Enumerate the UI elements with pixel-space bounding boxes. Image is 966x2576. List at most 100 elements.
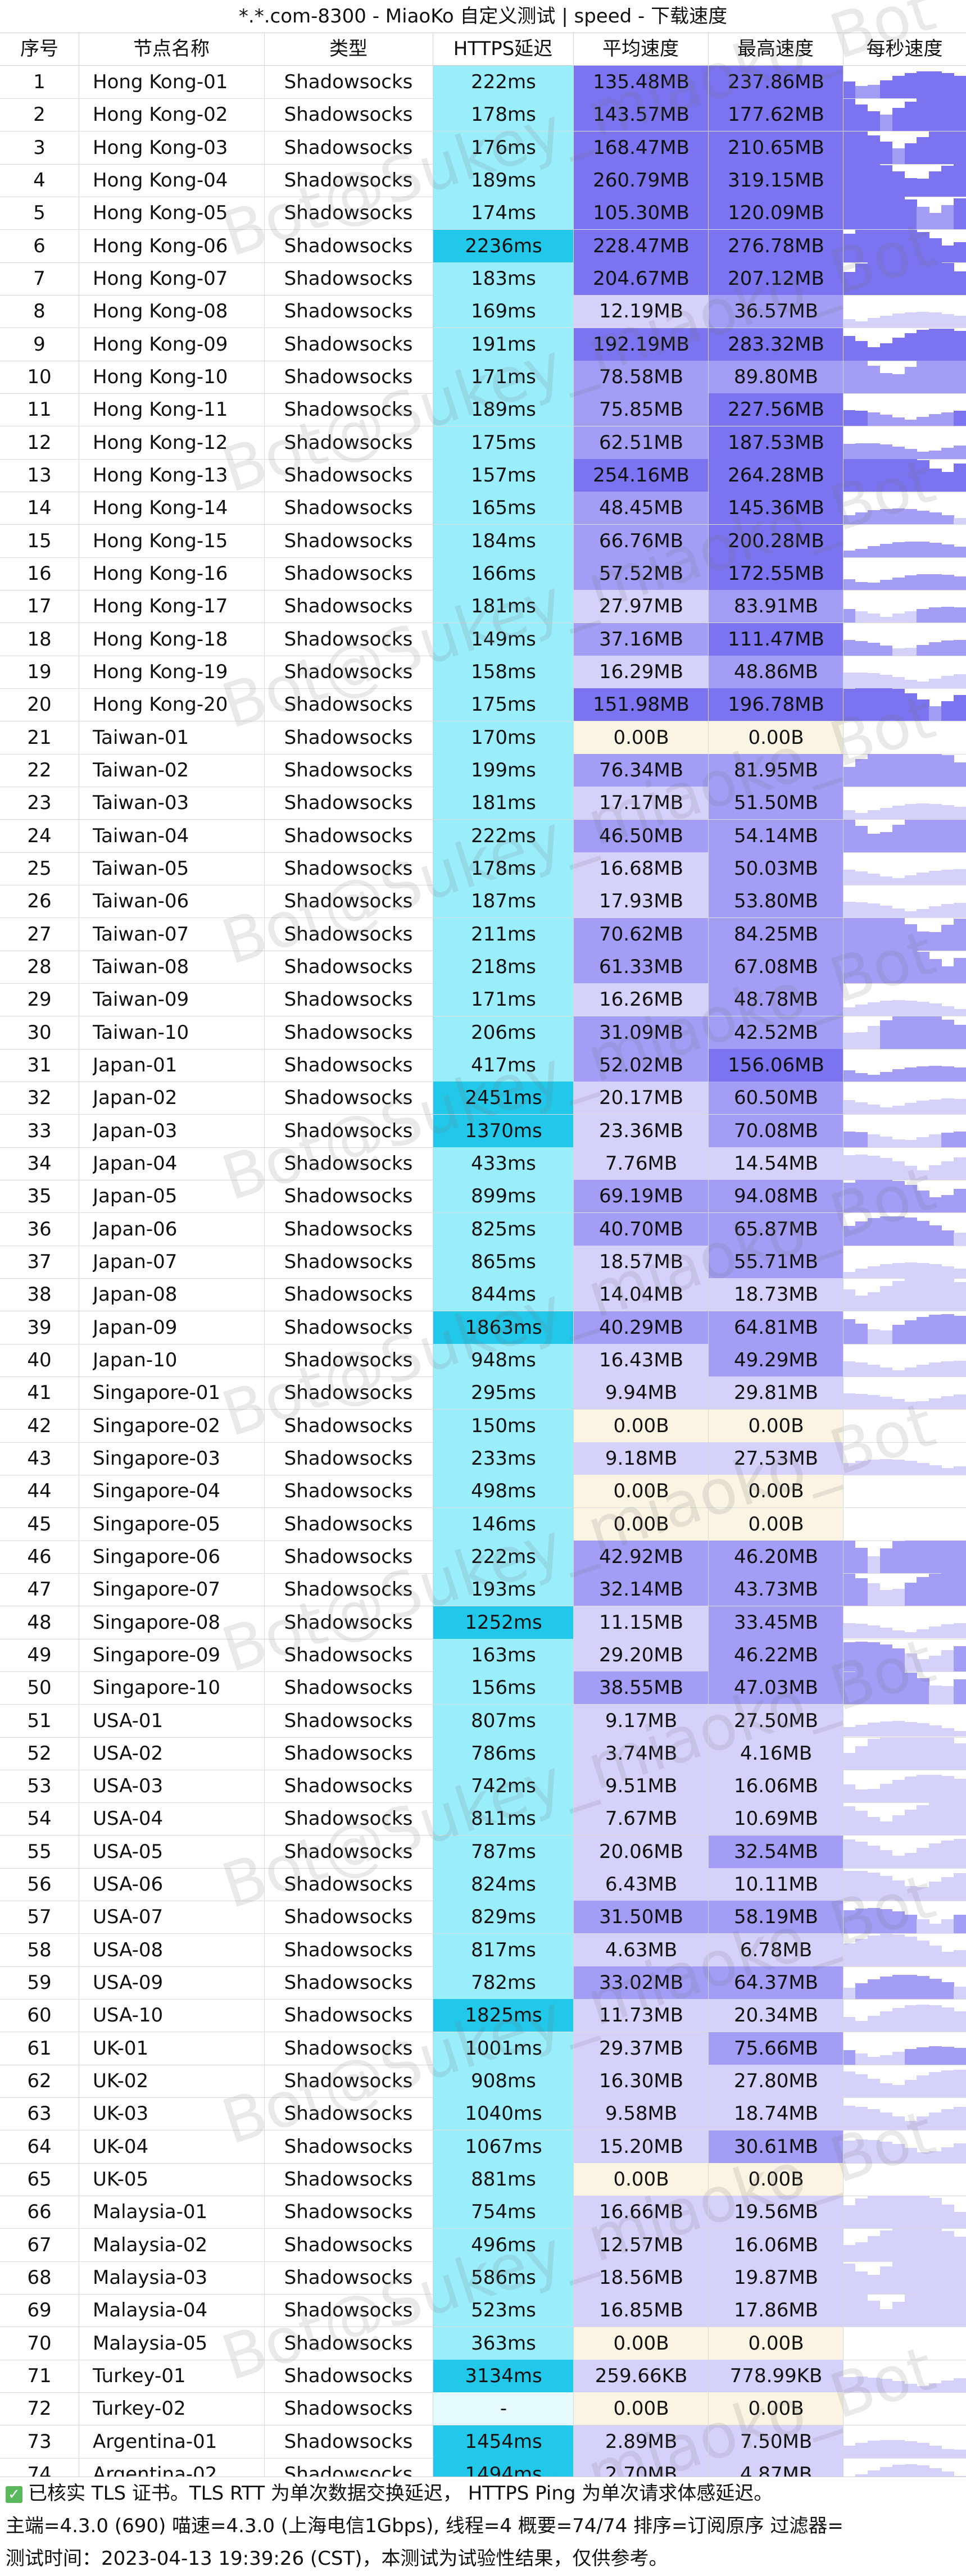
cell-name: Hong Kong-10: [93, 365, 228, 388]
cell-name: UK-01: [93, 2037, 149, 2060]
cell-idx: 69: [27, 2299, 52, 2322]
sparkline-bar: [855, 1073, 868, 1082]
sparkline-bar: [855, 1789, 868, 1803]
sparkline-bar: [941, 701, 954, 721]
cell-type: Shadowsocks: [284, 333, 413, 356]
cell-max: 58.19MB: [708, 1901, 843, 1934]
cell-type: Shadowsocks: [284, 1250, 413, 1273]
sparkline-bar: [855, 1578, 868, 1606]
cell-latency: 1040ms: [433, 2097, 574, 2130]
cell-avg: 228.47MB: [573, 229, 709, 262]
sparkline-bar: [954, 1098, 966, 1115]
sparkline-bar: [917, 330, 929, 361]
cell-type: Shadowsocks: [284, 955, 413, 978]
sparkline-bar: [917, 873, 929, 885]
cell-idx: 44: [27, 1480, 52, 1503]
sparkline-bar: [904, 2228, 917, 2261]
cell-avg: 135.48MB: [573, 66, 709, 98]
sparkline-bar: [892, 2116, 905, 2130]
cell-idx: 13: [27, 464, 52, 487]
sparkline-bar: [892, 446, 905, 459]
cell-avg: 17.93MB: [573, 885, 709, 918]
cell-idx: 16: [27, 562, 52, 585]
cell-name: Japan-10: [93, 1348, 178, 1371]
sparkline-bar: [917, 1887, 929, 1901]
sparkline-bar: [892, 753, 905, 787]
cell-type: Shadowsocks: [284, 1545, 413, 1568]
per-second-sparkline: [843, 819, 966, 852]
table-row: 52 USA-02 Shadowsocks 786ms 3.74MB 4.16MB: [0, 1737, 966, 1770]
sparkline-bar: [904, 1103, 917, 1115]
cell-type: Shadowsocks: [284, 758, 413, 782]
sparkline-bar: [917, 1577, 929, 1606]
cell-latency: 191ms: [433, 328, 574, 361]
sparkline-bar: [843, 131, 856, 164]
cell-name: Japan-04: [93, 1152, 178, 1175]
sparkline-bar: [941, 2261, 954, 2295]
cell-avg: 12.57MB: [573, 2228, 709, 2261]
sparkline-bar: [941, 1540, 954, 1573]
sparkline-bar: [879, 1627, 893, 1639]
cell-name: UK-04: [93, 2135, 149, 2158]
cell-avg: 9.51MB: [573, 1770, 709, 1803]
cell-type: Shadowsocks: [284, 2135, 413, 2158]
sparkline-bar: [929, 574, 942, 590]
sparkline-bar: [941, 263, 954, 295]
sparkline-bar: [892, 1106, 905, 1115]
sparkline-bar: [929, 1540, 942, 1573]
table-row: 72 Turkey-02 Shadowsocks -0.00B 0.00B: [0, 2392, 966, 2426]
sparkline-bar: [929, 71, 942, 98]
sparkline-bar: [904, 2120, 917, 2130]
sparkline-bar: [954, 463, 966, 492]
sparkline-bar: [941, 676, 954, 688]
cell-max: 0.00B: [708, 721, 843, 754]
cell-max: 145.36MB: [708, 492, 843, 525]
per-second-sparkline: [843, 557, 966, 590]
sparkline-bar: [843, 163, 856, 197]
cell-name: Taiwan-03: [93, 792, 189, 815]
sparkline-bar: [941, 2204, 954, 2229]
sparkline-bar: [879, 1107, 893, 1115]
sparkline-bar: [929, 1225, 942, 1246]
sparkline-bar: [892, 677, 905, 688]
cell-name: Hong Kong-07: [93, 267, 228, 290]
cell-avg: 29.20MB: [573, 1638, 709, 1671]
sparkline-bar: [954, 819, 966, 852]
cell-name: Hong Kong-12: [93, 431, 228, 454]
sparkline-bar: [954, 694, 966, 721]
sparkline-bar: [954, 1623, 966, 1639]
sparkline-bar: [954, 98, 966, 131]
sparkline-bar: [941, 575, 954, 590]
cell-name: Singapore-02: [93, 1414, 221, 1437]
sparkline-bar: [929, 1978, 942, 2000]
cell-idx: 66: [27, 2201, 52, 2224]
sparkline-bar: [904, 229, 917, 262]
sparkline-bar: [904, 1672, 917, 1705]
sparkline-bar: [867, 1642, 881, 1671]
sparkline-bar: [917, 1847, 929, 1868]
sparkline-bar: [929, 1843, 942, 1868]
cell-idx: 4: [33, 169, 46, 192]
table-row: 64 UK-04 Shadowsocks 1067ms 15.20MB 30.61MB: [0, 2130, 966, 2164]
sparkline-bar: [954, 639, 966, 656]
sparkline-bar: [879, 1180, 893, 1213]
cell-avg: 20.17MB: [573, 1082, 709, 1115]
cell-avg: 16.43MB: [573, 1343, 709, 1376]
sparkline-bar: [855, 813, 868, 820]
per-second-sparkline: [843, 787, 966, 820]
cell-name: Turkey-01: [93, 2365, 186, 2388]
table-row: 46 Singapore-06 Shadowsocks 222ms 42.92MB 46.…: [0, 1540, 966, 1574]
cell-max: 18.74MB: [708, 2097, 843, 2130]
cell-latency: 586ms: [433, 2261, 574, 2295]
sparkline-bar: [929, 171, 942, 197]
sparkline-bar: [941, 98, 954, 131]
sparkline-bar: [892, 262, 905, 295]
cell-max: 46.22MB: [708, 1638, 843, 1671]
table-row: 53 USA-03 Shadowsocks 742ms 9.51MB 16.06MB: [0, 1770, 966, 1803]
cell-latency: 184ms: [433, 524, 574, 557]
sparkline-bar: [917, 1401, 929, 1410]
sparkline-bar: [855, 2294, 868, 2327]
cell-latency: 189ms: [433, 163, 574, 197]
sparkline-bar: [929, 2005, 942, 2032]
sparkline-bar: [917, 2075, 929, 2098]
